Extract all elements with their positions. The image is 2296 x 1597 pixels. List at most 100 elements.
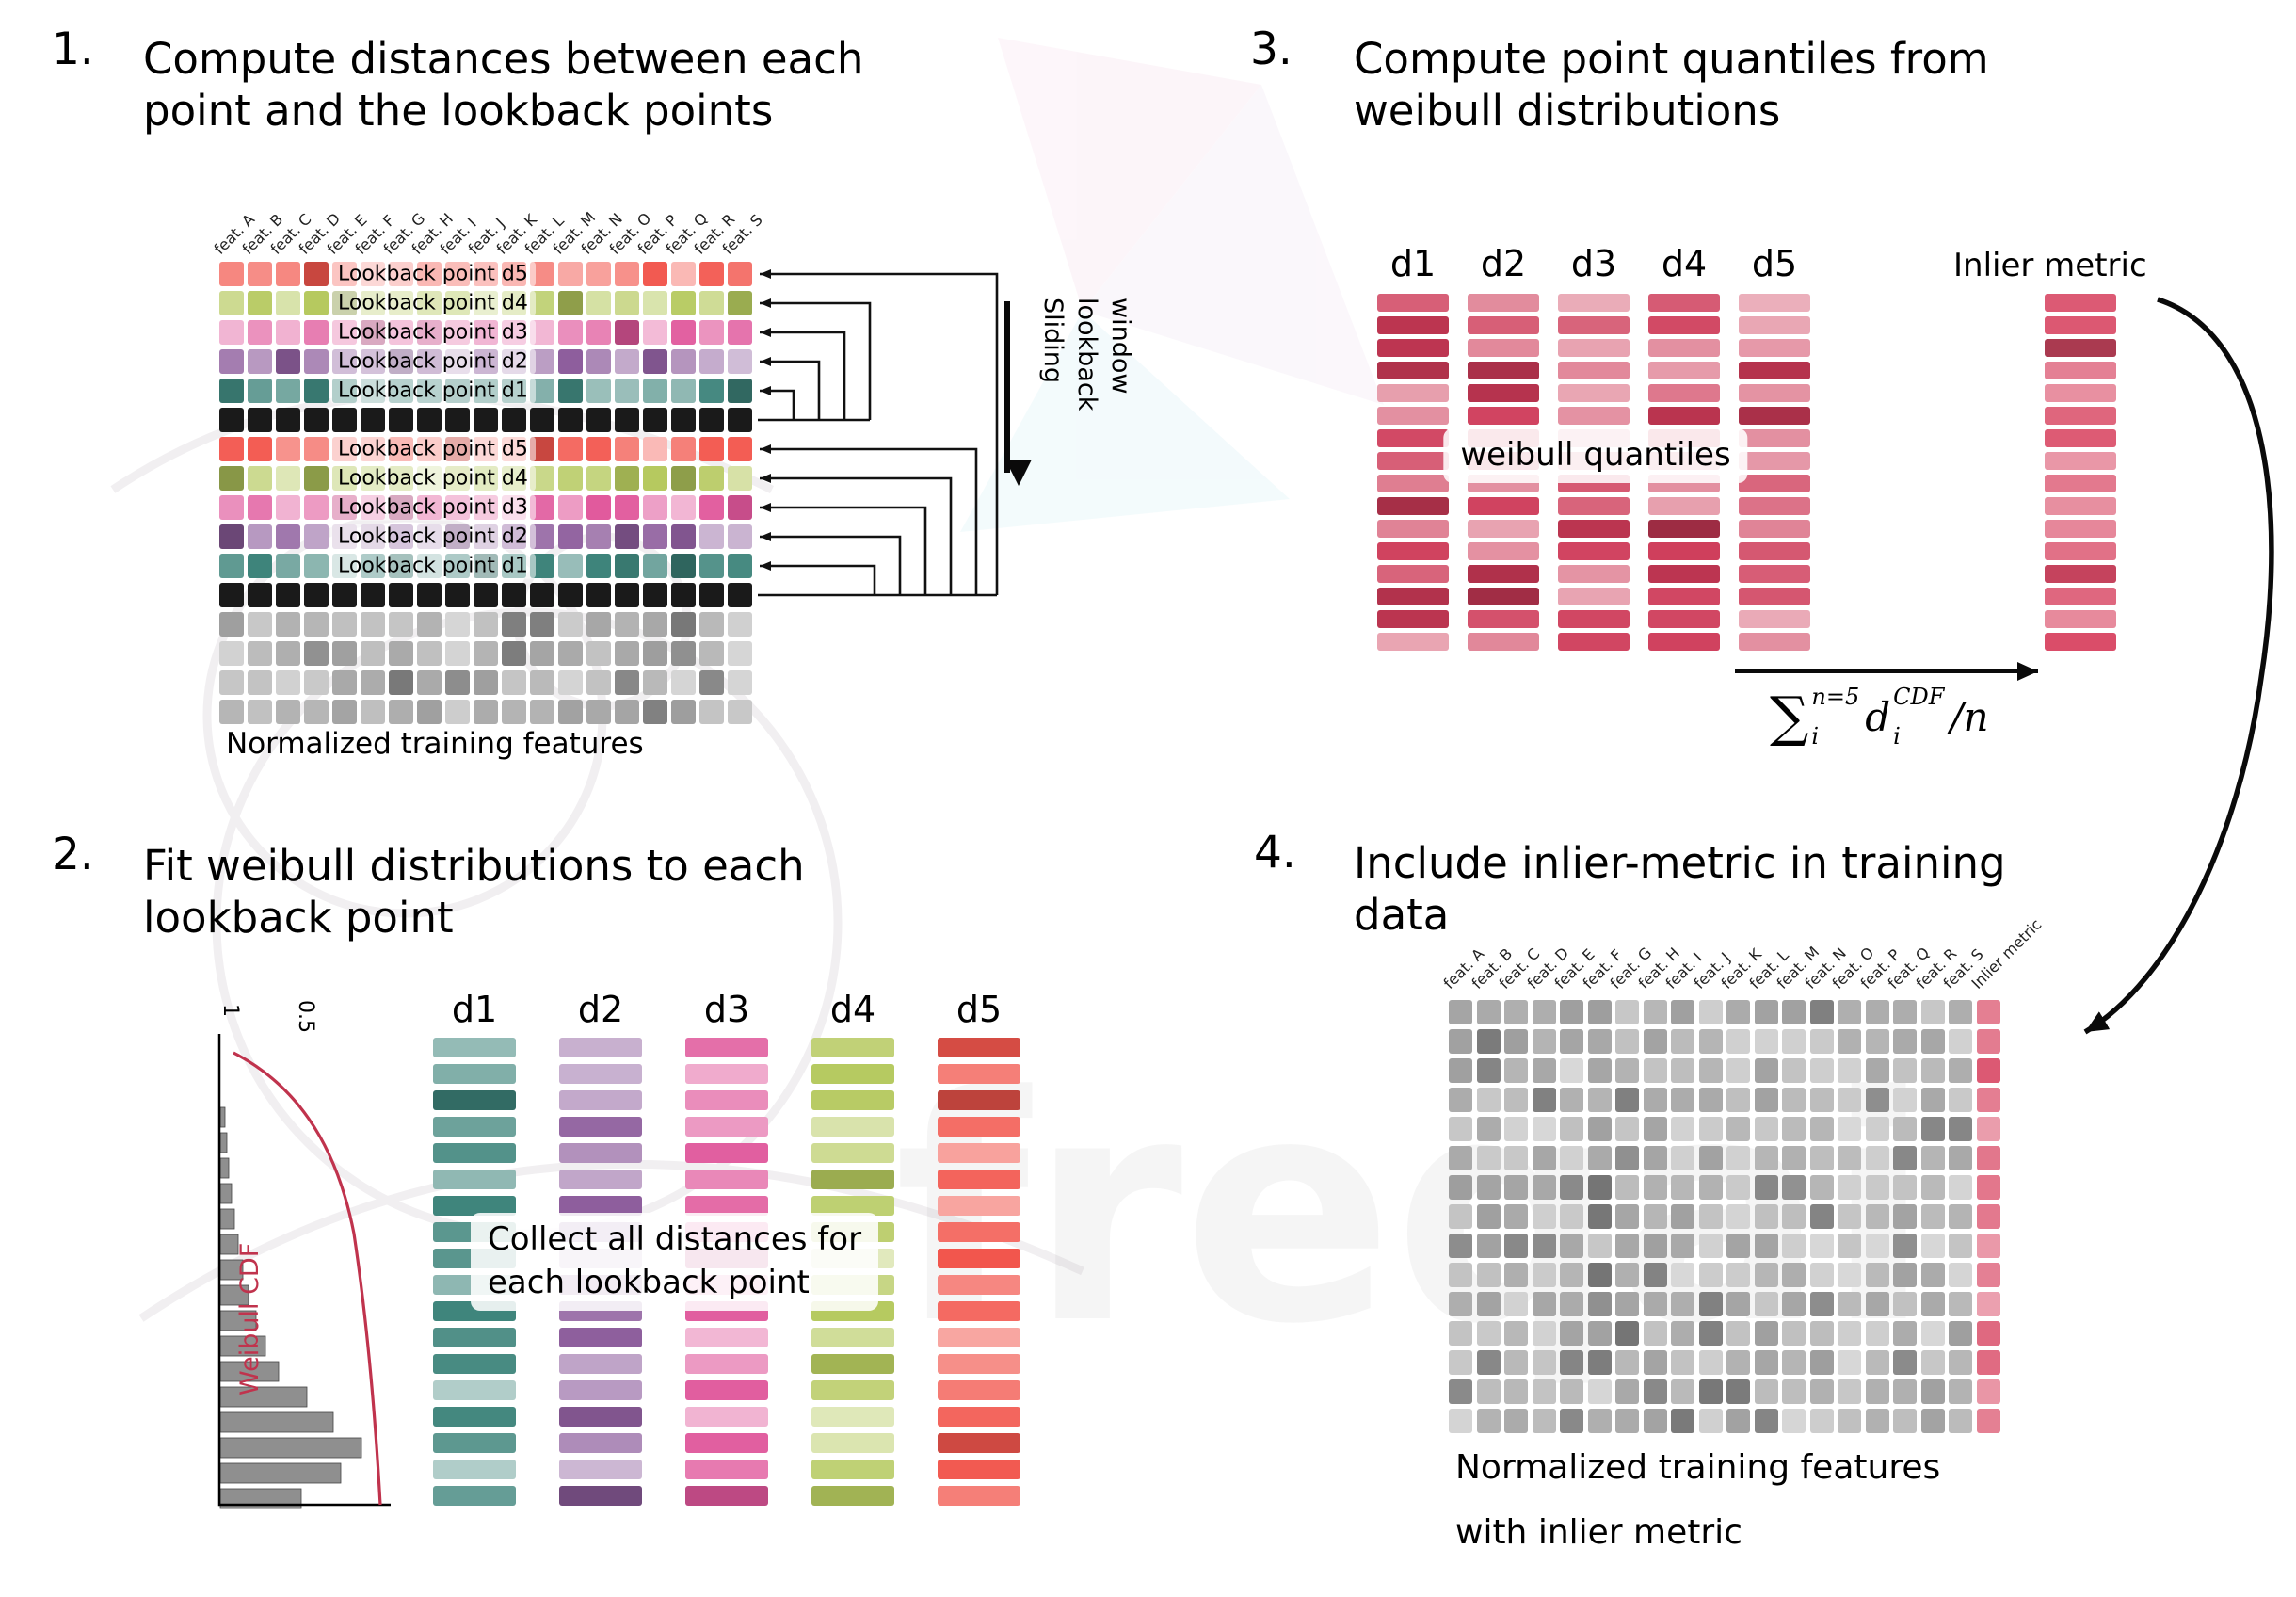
feature-cell [1504, 1292, 1528, 1316]
feature-cell [643, 612, 667, 637]
distance-arrow [760, 357, 821, 420]
feature-cell [728, 408, 752, 432]
feature-cell [1643, 1146, 1667, 1170]
feature-cell [728, 583, 752, 607]
feature-cell [248, 495, 272, 520]
distance-bar [433, 1486, 516, 1506]
feature-cell [304, 349, 329, 374]
feature-cell [1949, 1146, 1972, 1170]
quantile-bar [1377, 588, 1449, 605]
quantile-bar [1648, 610, 1720, 628]
distance-column-label: d1 [1389, 243, 1437, 284]
quantile-bar [1558, 294, 1630, 312]
distance-bar [433, 1196, 516, 1216]
quantile-bar [1739, 407, 1810, 425]
feature-cell [1587, 1409, 1612, 1433]
feature-cell [304, 408, 329, 432]
panel3-title-line: weibull distributions [1354, 85, 1781, 136]
feature-cell [1782, 1117, 1806, 1141]
feature-cell [1838, 1409, 1861, 1433]
distance-bar [685, 1196, 768, 1216]
feature-cell [1838, 1117, 1861, 1141]
feature-cell [1560, 1000, 1583, 1024]
feature-cell [1920, 1234, 1945, 1258]
inlier-metric-bar [2045, 384, 2116, 402]
sliding-window-label: window lookback Sliding [1036, 298, 1137, 411]
feature-cell [1560, 1088, 1583, 1112]
inlier-formula: ∑ n=5 i d CDF i /n [1770, 686, 1989, 748]
quantile-bar [1468, 520, 1539, 538]
feature-cell [1504, 1058, 1528, 1083]
feature-cell [1449, 1088, 1472, 1112]
feature-cell [276, 349, 300, 374]
feature-cell [1809, 1175, 1834, 1200]
feature-cell [1865, 1204, 1889, 1229]
distance-arrow [760, 561, 876, 595]
distance-bar [685, 1460, 768, 1479]
feature-cell [1865, 1058, 1889, 1083]
feature-cell [728, 524, 752, 549]
feature-cell [1754, 1029, 1778, 1054]
feature-cell [445, 612, 470, 637]
feature-cell [1615, 1292, 1639, 1316]
feature-cell [304, 320, 329, 345]
distance-bar [685, 1407, 768, 1427]
feature-cell [1838, 1146, 1861, 1170]
feature-cell [728, 437, 752, 461]
feature-cell [1615, 1321, 1639, 1346]
feature-cell [1698, 1175, 1723, 1200]
inlier-metric-bar [2045, 610, 2116, 628]
mean-arrow [1735, 662, 2038, 681]
feature-cell [1726, 1379, 1750, 1404]
feature-cell [1893, 1409, 1917, 1433]
distance-bar [559, 1038, 642, 1057]
feature-cell [1698, 1029, 1723, 1054]
feature-row [219, 612, 752, 637]
quantile-bar [1558, 362, 1630, 379]
inlier-metric-cell [1976, 1409, 2000, 1433]
feature-cell [248, 700, 272, 724]
distance-bar [685, 1090, 768, 1110]
quantile-bar [1468, 633, 1539, 651]
quantile-bar [1468, 542, 1539, 560]
feature-cell [615, 554, 639, 578]
quantile-bar [1377, 384, 1449, 402]
feature-cell [643, 583, 667, 607]
feature-cell [1615, 1409, 1639, 1433]
quantile-column [1739, 294, 1810, 651]
feature-row [1449, 1379, 2004, 1404]
distance-bar [811, 1328, 894, 1347]
feature-cell [1754, 1117, 1778, 1141]
hist-bar [219, 1462, 342, 1484]
feature-cell [1615, 1350, 1639, 1375]
quantile-bar [1648, 316, 1720, 334]
quantile-bar [1739, 633, 1810, 651]
feature-cell [671, 379, 696, 403]
feature-row [219, 408, 752, 432]
feature-cell [1504, 1117, 1528, 1141]
hist-bar [219, 1411, 334, 1433]
feature-cell [1698, 1117, 1723, 1141]
feature-cell [361, 583, 385, 607]
quantile-bar [1468, 588, 1539, 605]
feature-cell [1893, 1350, 1917, 1375]
feature-cell [1671, 1146, 1694, 1170]
feature-cell [1893, 1117, 1917, 1141]
feature-cell [1838, 1000, 1861, 1024]
distance-bar [811, 1486, 894, 1506]
cdf-tick-label: 0.5 [294, 1000, 317, 1033]
feature-cell [1754, 1088, 1778, 1112]
feature-cell [1504, 1379, 1528, 1404]
distance-column-label: d4 [829, 989, 876, 1030]
feature-cell [1671, 1409, 1694, 1433]
feature-cell [1504, 1350, 1528, 1375]
distance-bar [559, 1407, 642, 1427]
feature-cell [671, 495, 696, 520]
feature-cell [699, 583, 724, 607]
feature-cell [530, 700, 554, 724]
feature-cell [1587, 1117, 1612, 1141]
feature-cell [1532, 1292, 1556, 1316]
quantile-bar [1739, 542, 1810, 560]
feature-cell [1671, 1029, 1694, 1054]
